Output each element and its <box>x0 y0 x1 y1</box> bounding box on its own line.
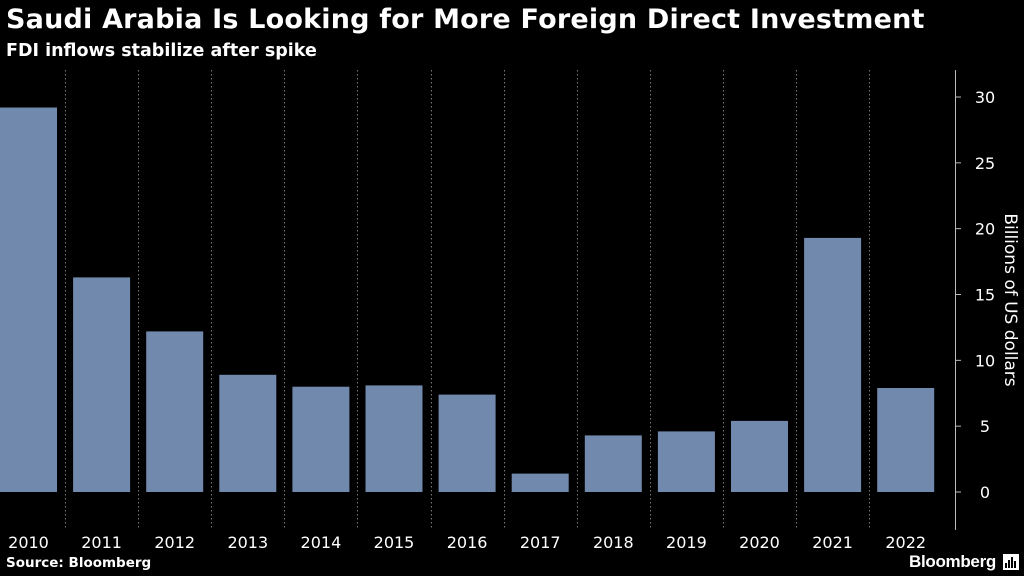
bar-2020 <box>731 420 788 492</box>
bloomberg-mark-icon <box>1003 554 1019 570</box>
bloomberg-logo: Bloomberg <box>908 552 996 571</box>
x-tick-label: 2019 <box>666 533 707 552</box>
x-tick-label: 2015 <box>374 533 415 552</box>
source-note: Source: Bloomberg <box>6 555 152 571</box>
x-tick-label: 2017 <box>520 533 561 552</box>
y-tick-label: 20 <box>975 220 995 239</box>
x-tick-label: 2018 <box>593 533 634 552</box>
bar-2010 <box>0 107 57 492</box>
chart-title: Saudi Arabia Is Looking for More Foreign… <box>6 4 925 35</box>
bar-2011 <box>73 277 131 492</box>
x-tick-label: 2010 <box>8 533 49 552</box>
bar-2013 <box>219 374 277 492</box>
bar-2019 <box>657 431 715 492</box>
bar-2018 <box>584 435 642 492</box>
x-tick-label: 2022 <box>885 533 926 552</box>
chart-subtitle: FDI inflows stabilize after spike <box>6 41 317 61</box>
y-tick-label: 5 <box>980 417 990 436</box>
y-tick-label: 0 <box>980 483 990 502</box>
x-tick-label: 2013 <box>227 533 268 552</box>
bar-2014 <box>292 386 350 492</box>
y-tick-label: 10 <box>975 351 995 370</box>
x-tick-label: 2011 <box>81 533 122 552</box>
bar-2022 <box>877 388 935 492</box>
x-tick-label: 2021 <box>812 533 853 552</box>
bar-2015 <box>365 385 423 492</box>
bar-2016 <box>438 394 496 492</box>
y-tick-label: 15 <box>975 286 995 305</box>
x-tick-label: 2020 <box>739 533 780 552</box>
y-axis-label: Billions of US dollars <box>1000 213 1020 387</box>
x-tick-label: 2014 <box>301 533 342 552</box>
y-tick-label: 30 <box>975 88 995 107</box>
x-tick-label: 2012 <box>154 533 195 552</box>
y-tick-label: 25 <box>975 154 995 173</box>
bar-2021 <box>804 237 862 492</box>
bar-2017 <box>511 473 569 492</box>
x-tick-label: 2016 <box>447 533 488 552</box>
bar-2012 <box>146 331 204 492</box>
